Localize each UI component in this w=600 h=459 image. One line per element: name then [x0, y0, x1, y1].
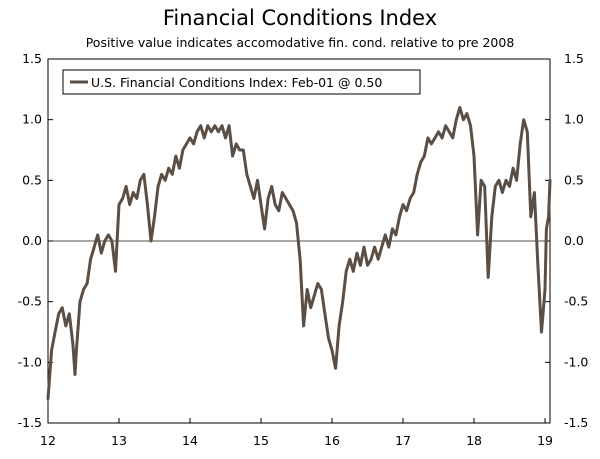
x-tick-label: 14	[182, 433, 198, 448]
legend-label: U.S. Financial Conditions Index: Feb-01 …	[91, 75, 382, 90]
y-tick-label-right: -1.5	[564, 415, 588, 430]
y-tick-label-left: 1.5	[22, 51, 42, 66]
y-tick-label-left: 1.0	[22, 112, 42, 127]
legend: U.S. Financial Conditions Index: Feb-01 …	[62, 69, 421, 95]
y-tick-label-right: -0.5	[564, 294, 588, 309]
series-line	[46, 106, 552, 401]
chart-subtitle: Positive value indicates accomodative fi…	[85, 35, 515, 50]
y-tick-label-right: 0.0	[564, 233, 584, 248]
x-tick-label: 17	[395, 433, 411, 448]
y-tick-label-left: 0.5	[22, 172, 42, 187]
y-tick-label-left: -1.5	[18, 415, 42, 430]
x-tick-label: 16	[324, 433, 340, 448]
x-tick-label: 15	[253, 433, 269, 448]
y-tick-label-right: 1.0	[564, 112, 584, 127]
y-tick-label-left: -0.5	[18, 294, 42, 309]
y-tick-label-right: 0.5	[564, 172, 584, 187]
legend-box	[62, 69, 421, 95]
y-tick-label-left: -1.0	[18, 354, 42, 369]
x-tick-label: 12	[40, 433, 56, 448]
chart-title: Financial Conditions Index	[162, 6, 438, 30]
y-tick-label-right: -1.0	[564, 354, 588, 369]
ticks-layer: -1.5 -1.5 -1.0 -1.0 -0.5 -0.5 0.0 0.0 0.5 0.5 1.0 1…	[18, 51, 589, 448]
y-tick-label-left: 0.0	[22, 233, 42, 248]
y-tick-label-right: 1.5	[564, 51, 584, 66]
x-tick-label: 19	[537, 433, 553, 448]
x-tick-label: 13	[111, 433, 127, 448]
x-tick-label: 18	[466, 433, 482, 448]
